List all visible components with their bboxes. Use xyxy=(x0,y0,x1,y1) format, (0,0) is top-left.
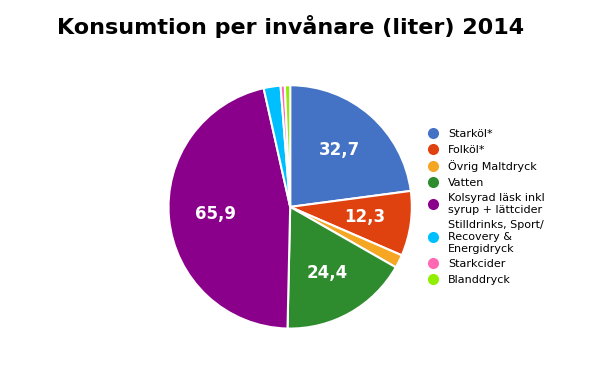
Wedge shape xyxy=(287,207,396,329)
Text: 32,7: 32,7 xyxy=(319,141,361,159)
Wedge shape xyxy=(290,191,412,255)
Text: 65,9: 65,9 xyxy=(194,205,236,223)
Wedge shape xyxy=(169,88,290,328)
Title: Konsumtion per invånare (liter) 2014: Konsumtion per invånare (liter) 2014 xyxy=(56,15,524,38)
Text: 12,3: 12,3 xyxy=(344,208,385,226)
Text: 24,4: 24,4 xyxy=(307,264,348,282)
Wedge shape xyxy=(281,85,290,207)
Legend: Starköl*, Folköl*, Övrig Maltdryck, Vatten, Kolsyrad läsk inkl
syrup + lättcider: Starköl*, Folköl*, Övrig Maltdryck, Vatt… xyxy=(424,125,549,289)
Wedge shape xyxy=(290,207,402,267)
Wedge shape xyxy=(290,85,411,207)
Wedge shape xyxy=(263,86,290,207)
Wedge shape xyxy=(285,85,290,207)
